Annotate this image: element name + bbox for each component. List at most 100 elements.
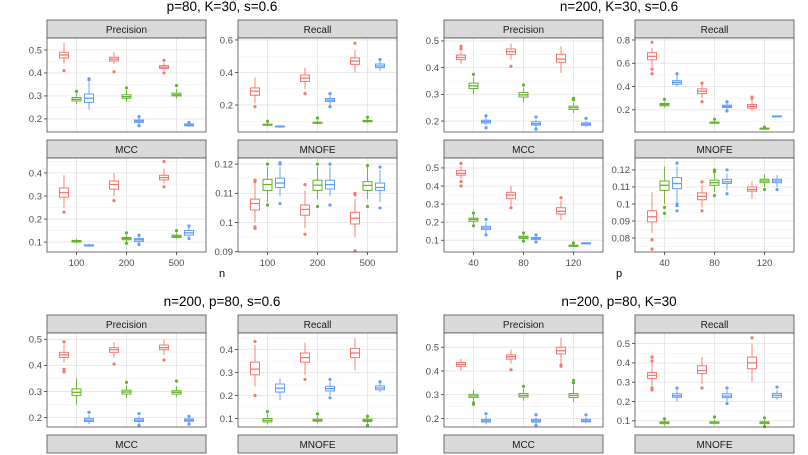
outlier-point (62, 370, 66, 374)
box-2-series-2 (518, 231, 529, 243)
box-2-series-1 (697, 180, 707, 213)
box-1-series-3 (672, 161, 682, 213)
y-tick-label: 0.5 (426, 163, 439, 174)
outlier-point (775, 385, 779, 389)
strip-label: MCC (512, 440, 535, 451)
outlier-point (534, 240, 538, 244)
outlier-point (521, 239, 526, 243)
outlier-point (187, 414, 191, 418)
outlier-point (509, 64, 513, 68)
outlier-point (571, 241, 576, 245)
box-1-series-2 (262, 410, 273, 425)
x-tick-label: 120 (566, 258, 582, 269)
outlier-point (62, 69, 66, 73)
figure-title: p=80, K=30, s=0.6 (167, 0, 278, 14)
box-1-series-2 (262, 162, 273, 207)
box-iqr (375, 182, 385, 191)
y-tick-label: 0.4 (617, 82, 630, 93)
strip-label: Recall (304, 320, 332, 331)
box-3-series-1 (350, 338, 360, 371)
y-tick-label: 0.08 (612, 233, 631, 244)
box-1-series-1 (59, 43, 69, 73)
outlier-point (378, 57, 382, 62)
box-2-series-2 (709, 168, 720, 198)
box-2-series-1 (109, 52, 119, 74)
outlier-point (484, 126, 488, 130)
strip-label: Precision (106, 25, 147, 36)
outlier-point (328, 377, 332, 382)
outlier-point (265, 162, 270, 166)
box-1-series-3 (481, 412, 491, 425)
outlier-point (353, 191, 357, 195)
box-2-series-3 (722, 386, 732, 406)
outlier-point (484, 114, 488, 118)
outlier-point (521, 83, 526, 87)
panel-recall: Recall 0.1 0.2 0.3 0.4 (220, 314, 398, 428)
outlier-point (378, 206, 382, 210)
outlier-point (87, 77, 91, 81)
box-3-series-3 (375, 57, 385, 71)
box-1-series-2 (659, 417, 670, 426)
y-tick-label: 0.5 (426, 36, 439, 47)
outlier-point (650, 247, 654, 251)
strip-label: MNOFE (696, 145, 732, 156)
outlier-point (365, 204, 370, 209)
y-tick-label: 0.1 (29, 237, 42, 248)
outlier-point (112, 199, 116, 203)
y-tick-label: 0.1 (617, 416, 630, 427)
outlier-point (662, 205, 667, 209)
box-2-series-1 (506, 349, 516, 372)
panel-border (443, 37, 604, 133)
panel-precision: Precision 0.2 0.3 0.4 0.5 (426, 19, 604, 133)
outlier-point (700, 81, 704, 85)
outlier-point (534, 423, 538, 428)
y-tick-label: 0.2 (220, 391, 233, 402)
outlier-point (265, 119, 270, 123)
outlier-point (725, 168, 729, 172)
y-tick-label: 0.2 (29, 114, 42, 125)
outlier-point (328, 92, 332, 96)
box-3-series-2 (568, 378, 579, 402)
outlier-point (137, 412, 141, 416)
box-3-series-2 (759, 174, 770, 192)
strip-label: MCC (115, 440, 138, 451)
box-3-series-3 (581, 116, 591, 127)
box-2-series-3 (531, 115, 541, 131)
outlier-point (137, 124, 141, 128)
outlier-point (174, 228, 179, 233)
y-tick-label: 0.1 (220, 218, 233, 229)
y-tick-label: 0.4 (29, 361, 42, 372)
outlier-point (303, 182, 307, 187)
panel-border (237, 157, 398, 253)
panel-border (634, 37, 795, 133)
box-2-series-2 (709, 117, 720, 124)
y-tick-label: 0.4 (426, 181, 439, 192)
box-3-series-1 (556, 46, 566, 73)
y-tick-label: 0.4 (220, 345, 233, 356)
outlier-point (509, 206, 513, 210)
outlier-point (328, 396, 332, 400)
panel-border (237, 332, 398, 428)
outlier-point (328, 162, 332, 166)
panel-border (46, 157, 207, 253)
outlier-point (484, 233, 488, 237)
outlier-point (650, 355, 654, 359)
outlier-point (521, 384, 526, 389)
outlier-point (124, 241, 129, 245)
strip-label: MNOFE (696, 440, 732, 451)
outlier-point (187, 120, 191, 124)
figure-title: n=200, K=30, s=0.6 (560, 0, 678, 14)
box-1-series-3 (275, 378, 285, 401)
y-tick-label: 0.8 (617, 35, 630, 46)
outlier-point (137, 233, 141, 237)
outlier-point (459, 47, 463, 51)
box-2-series-1 (506, 43, 516, 68)
figure-4: n=200, p=80, K=30Precision0.20.30.40.5Re… (426, 294, 795, 454)
box-2-series-1 (697, 81, 707, 104)
outlier-point (162, 159, 166, 164)
box-2-series-1 (300, 342, 310, 382)
panel-precision: Precision 0.2 0.3 0.4 0.5 (29, 314, 207, 428)
box-3-series-2 (362, 414, 373, 427)
box-2-series-1 (300, 67, 310, 96)
outlier-point (459, 179, 463, 184)
